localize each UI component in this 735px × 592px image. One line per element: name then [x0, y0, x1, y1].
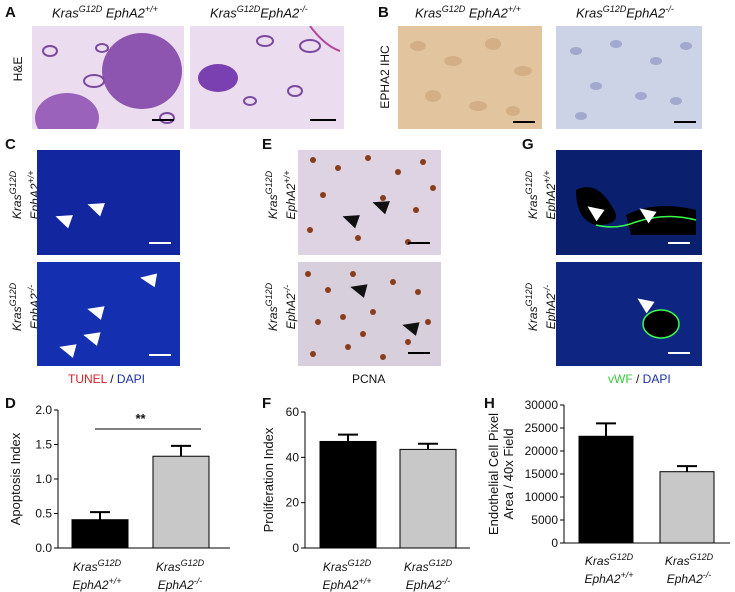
panel-b-header-wt: KrasG12D EphA2+/+	[415, 4, 521, 21]
y-tick-label: 30000	[525, 398, 559, 412]
arrowhead-icon	[57, 340, 77, 358]
y-tick-label: 25000	[525, 421, 559, 435]
apoptosis-bar-chart: 0.0 0.5 1.0 1.5 2.0 Apoptosis Index **	[8, 403, 230, 555]
tunel-micrograph-wt	[37, 150, 180, 255]
y-axis-label: Endothelial Cell Pixel	[486, 413, 501, 535]
scale-bar	[149, 242, 171, 244]
vwf-micrograph-wt	[556, 150, 702, 255]
panel-g-row-label-ko: KrasG12D EphA2-/-	[524, 282, 558, 332]
bar	[319, 440, 377, 549]
y-tick-label: 20000	[525, 444, 559, 458]
panel-a-row-label: H&E	[11, 56, 25, 82]
y-tick-label: 2.0	[35, 403, 52, 417]
panel-label-h: H	[484, 395, 495, 412]
bar	[578, 435, 634, 544]
panel-label-a: A	[5, 4, 16, 21]
panel-g-caption: vWF / DAPI	[608, 372, 671, 386]
scale-bar	[408, 352, 430, 354]
arrowhead-icon	[85, 302, 105, 320]
y-tick-label: 5000	[531, 513, 558, 527]
y-tick-label: 0.5	[35, 507, 52, 521]
panel-a-header-ko: KrasG12DEphA2-/-	[210, 4, 308, 21]
y-tick-label: 15000	[525, 467, 559, 481]
scale-bar	[152, 119, 174, 121]
scale-bar	[310, 119, 336, 121]
endothelial-bar-chart: 0 5000 10000 15000 20000 25000 30000 Endothelia…	[486, 398, 730, 550]
proliferation-bar-chart: 0 20 40 60 Proliferation Index	[261, 405, 470, 555]
bar	[659, 471, 715, 544]
ihc-micrograph-wt	[398, 26, 542, 129]
panel-label-e: E	[262, 136, 273, 153]
pcna-micrograph-wt	[298, 150, 441, 255]
y-axis-label: Apoptosis Index	[8, 432, 23, 525]
x-label-ko: KrasG12D EphA2-/-	[403, 558, 453, 592]
arrowhead-icon	[81, 328, 101, 346]
x-label-wt: KrasG12D EphA2+/+	[72, 558, 122, 592]
arrowhead-icon	[138, 270, 158, 288]
x-label-ko: KrasG12D EphA2-/-	[155, 558, 205, 592]
y-tick-label: 0	[292, 541, 299, 555]
panel-b-row-label: EPHA2 IHC	[378, 45, 392, 109]
y-tick-label: 40	[286, 450, 300, 464]
y-axis-label: Proliferation Index	[261, 427, 276, 532]
y-tick-label: 1.5	[35, 438, 52, 452]
panel-label-c: C	[5, 136, 16, 153]
bar	[71, 519, 129, 549]
scale-bar	[408, 242, 430, 244]
y-tick-label: 0	[551, 536, 558, 550]
scale-bar	[513, 121, 535, 123]
panel-c-caption: TUNEL / DAPI	[68, 372, 145, 386]
panel-e-caption: PCNA	[352, 372, 386, 386]
significance-marker: **	[135, 411, 146, 426]
panel-e-row-label-wt: KrasG12D EphA2+/+	[264, 170, 298, 220]
panel-b-header-ko: KrasG12DEphA2-/-	[576, 4, 674, 21]
y-tick-label: 1.0	[35, 472, 52, 486]
panel-a-header-wt: KrasG12D EphA2+/+	[52, 4, 158, 21]
tunel-micrograph-ko	[37, 262, 180, 366]
y-tick-label: 60	[286, 405, 300, 419]
panel-c-row-label-wt: KrasG12D EphA2+/+	[8, 170, 42, 220]
scale-bar	[149, 354, 171, 356]
y-tick-label: 10000	[525, 490, 559, 504]
arrowhead-icon	[85, 197, 105, 217]
x-label-wt: KrasG12D EphA2+/+	[322, 558, 372, 592]
y-axis-label: Area / 40x Field	[501, 428, 516, 519]
panel-label-g: G	[522, 136, 534, 153]
pcna-micrograph-ko	[298, 262, 441, 366]
panel-label-d: D	[5, 395, 16, 412]
y-tick-label: 0.0	[35, 541, 52, 555]
scale-bar	[668, 242, 690, 244]
scale-bar	[674, 121, 696, 123]
panel-label-f: F	[262, 395, 272, 412]
panel-label-b: B	[378, 4, 389, 21]
x-label-wt: KrasG12D EphA2+/+	[584, 552, 634, 586]
x-label-ko: KrasG12D EphA2-/-	[664, 552, 714, 586]
bar	[399, 448, 457, 549]
he-micrograph-wt	[32, 26, 184, 129]
he-micrograph-ko	[190, 26, 344, 129]
panel-g-row-label-wt: KrasG12D EphA2+/+	[524, 170, 558, 220]
ihc-micrograph-ko	[556, 26, 702, 129]
arrowhead-icon	[53, 209, 73, 229]
vwf-micrograph-ko	[556, 262, 702, 366]
panel-c-row-label-ko: KrasG12D EphA2-/-	[8, 282, 42, 332]
scale-bar	[668, 352, 690, 354]
bar	[152, 455, 210, 549]
panel-e-row-label-ko: KrasG12D EphA2-/-	[264, 282, 298, 332]
y-tick-label: 20	[286, 496, 300, 510]
